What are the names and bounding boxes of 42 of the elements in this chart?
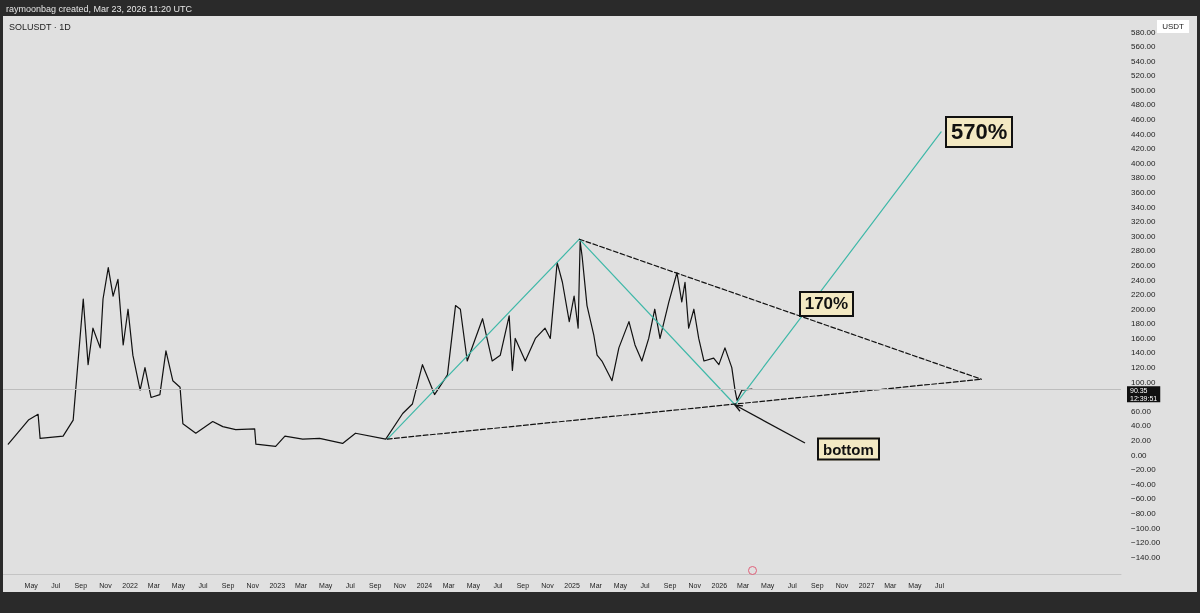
- y-tick-label: 20.00: [1131, 436, 1152, 446]
- y-tick-label: 440.00: [1131, 129, 1157, 139]
- y-tick-label: −40.00: [1131, 479, 1157, 489]
- text: SOLUSDT · 1D: [9, 22, 71, 32]
- y-tick-label: 40.00: [1131, 421, 1152, 431]
- y-tick-label: 340.00: [1131, 202, 1157, 212]
- y-tick-label: 560.00: [1131, 42, 1157, 52]
- annotation: 170%: [798, 290, 855, 317]
- annotation: bottom: [817, 437, 880, 461]
- y-tick-label: 160.00: [1131, 333, 1157, 343]
- y-tick-label: −60.00: [1131, 494, 1157, 504]
- y-tick-label: 280.00: [1131, 246, 1157, 256]
- y-tick-label: 420.00: [1131, 144, 1157, 154]
- y-tick-label: −100.00: [1131, 523, 1161, 533]
- y-tick-label: 520.00: [1131, 71, 1157, 81]
- y-tick-label: 380.00: [1131, 173, 1157, 183]
- y-tick-label: 460.00: [1131, 115, 1157, 125]
- y-tick-label: 60.00: [1131, 406, 1152, 416]
- y-tick-label: 580.00: [1131, 27, 1157, 37]
- y-tick-label: 500.00: [1131, 85, 1157, 95]
- y-tick-label: 240.00: [1131, 275, 1157, 285]
- y-tick-label: −140.00: [1131, 552, 1161, 562]
- y-tick-label: 180.00: [1131, 319, 1157, 329]
- y-tick-label: 400.00: [1131, 158, 1157, 168]
- y-tick-label: 300.00: [1131, 231, 1157, 241]
- y-tick-label: 100.00: [1131, 377, 1157, 387]
- y-tick-label: −80.00: [1131, 508, 1157, 518]
- y-tick-label: 360.00: [1131, 188, 1157, 198]
- y-tick-label: 220.00: [1131, 290, 1157, 300]
- y-tick-label: 140.00: [1131, 348, 1157, 358]
- text: raymoonbag created, Mar 23, 2026 11:20 UTC: [6, 4, 192, 14]
- y-tick-label: 260.00: [1131, 260, 1157, 270]
- y-tick-label: 0.00: [1131, 450, 1148, 460]
- y-tick-label: −120.00: [1131, 538, 1161, 548]
- y-tick-label: 200.00: [1131, 304, 1157, 314]
- y-tick-label: 320.00: [1131, 217, 1157, 227]
- annotation: 570%: [945, 115, 1014, 148]
- y-tick-label: 120.00: [1131, 363, 1157, 373]
- y-tick-label: −20.00: [1131, 465, 1157, 475]
- y-tick-label: 480.00: [1131, 100, 1157, 110]
- y-axis-title: USDT: [1157, 20, 1189, 33]
- y-tick-label: 540.00: [1131, 56, 1157, 66]
